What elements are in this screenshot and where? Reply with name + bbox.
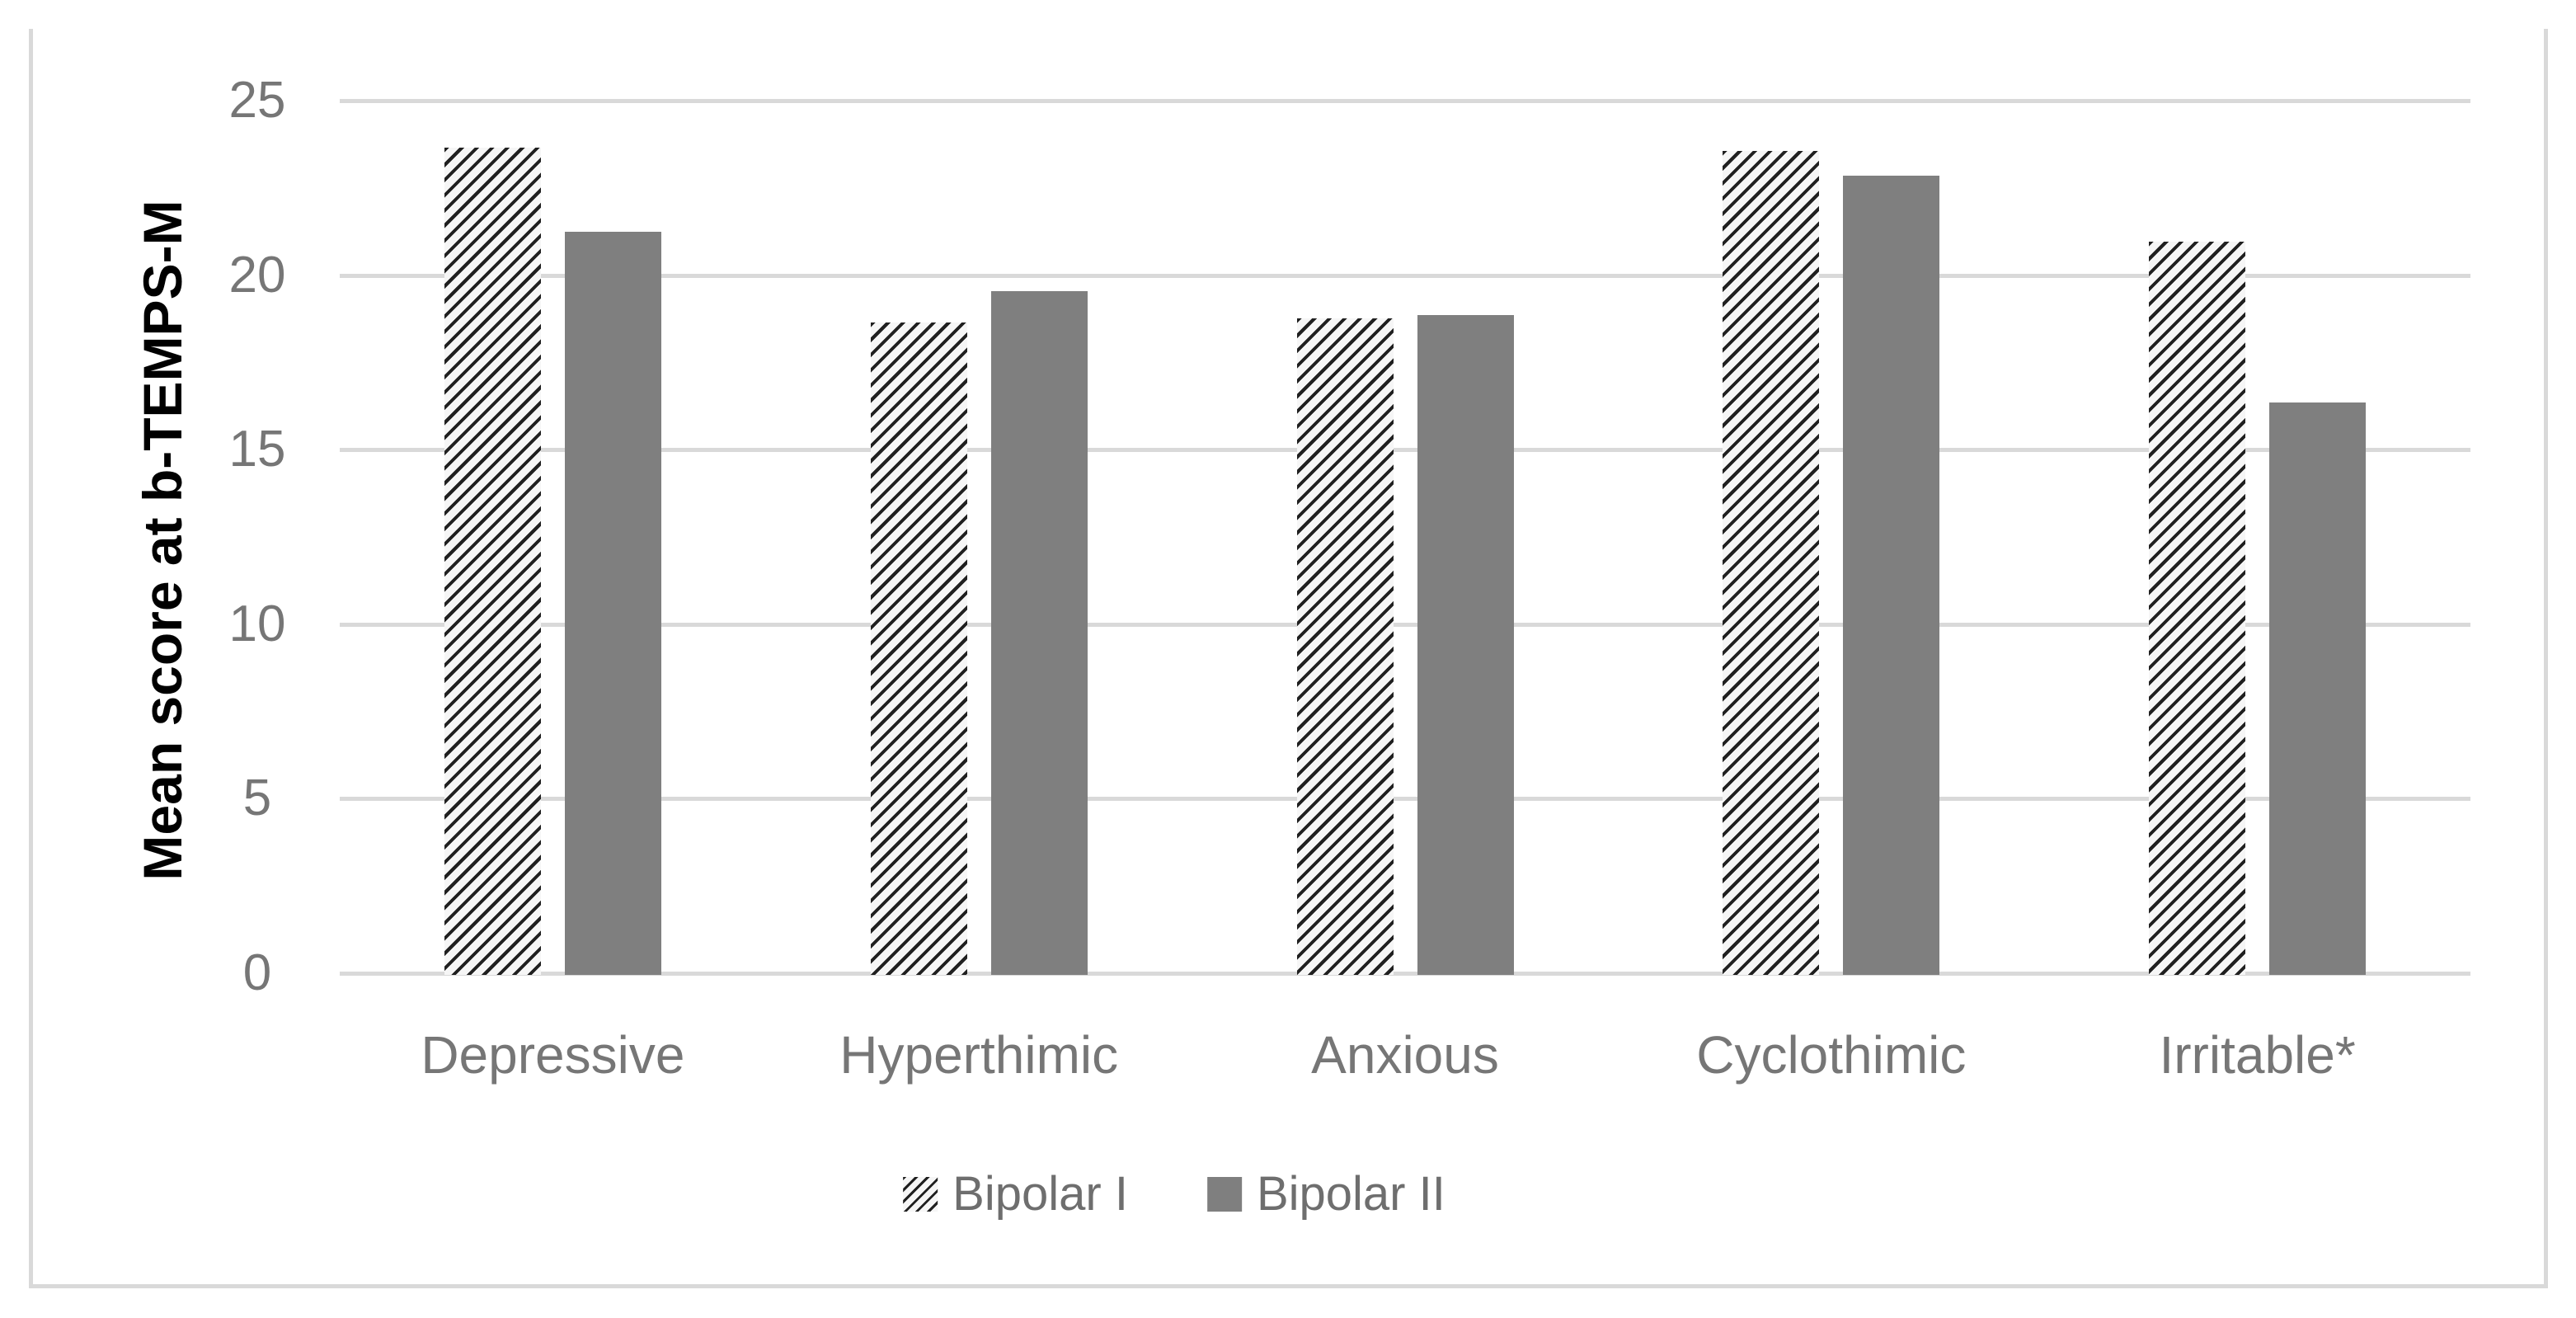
x-axis-label-anxious: Anxious [1311, 1025, 1499, 1085]
gridline-10 [340, 622, 2470, 627]
plot-area [340, 99, 2470, 976]
bar-bipolar-i-anxious [1296, 318, 1394, 975]
legend-swatch-solid-icon [1206, 1176, 1242, 1212]
y-tick-label-5: 5 [242, 770, 272, 827]
bar-bipolar-ii-irritable [2269, 402, 2367, 975]
bar-bipolar-i-cyclothimic [1723, 151, 1820, 975]
y-tick-label-15: 15 [228, 421, 286, 478]
x-axis-label-cyclothimic: Cyclothimic [1696, 1025, 1967, 1085]
gridline-0 [340, 972, 2470, 976]
legend-item-bipolar-i: Bipolar I [903, 1166, 1128, 1222]
y-tick-label-25: 25 [228, 72, 286, 129]
bar-bipolar-i-hyperthimic [870, 322, 967, 975]
gridline-20 [340, 273, 2470, 278]
x-axis-label-hyperthimic: Hyperthimic [839, 1025, 1119, 1085]
bar-bipolar-ii-depressive [564, 231, 661, 975]
figure-border [29, 29, 2548, 1288]
bar-bipolar-i-depressive [444, 148, 541, 975]
x-axis-label-irritable: Irritable* [2159, 1025, 2356, 1085]
bar-bipolar-ii-hyperthimic [990, 290, 1088, 975]
bar-bipolar-ii-anxious [1417, 315, 1514, 975]
gridline-15 [340, 448, 2470, 453]
y-tick-label-20: 20 [228, 246, 286, 304]
y-tick-label-0: 0 [242, 944, 272, 1001]
y-tick-label-10: 10 [228, 595, 286, 652]
legend-swatch-hatched-icon [903, 1176, 938, 1212]
gridline-5 [340, 797, 2470, 802]
x-axis-label-depressive: Depressive [421, 1025, 685, 1085]
legend: Bipolar I Bipolar II [903, 1166, 1445, 1222]
bar-bipolar-i-irritable [2149, 242, 2246, 975]
legend-label-bipolar-i: Bipolar I [952, 1167, 1128, 1221]
gridline-25 [340, 99, 2470, 103]
legend-label-bipolar-ii: Bipolar II [1256, 1167, 1445, 1221]
legend-item-bipolar-ii: Bipolar II [1206, 1166, 1445, 1222]
bar-bipolar-ii-cyclothimic [1843, 175, 1940, 975]
